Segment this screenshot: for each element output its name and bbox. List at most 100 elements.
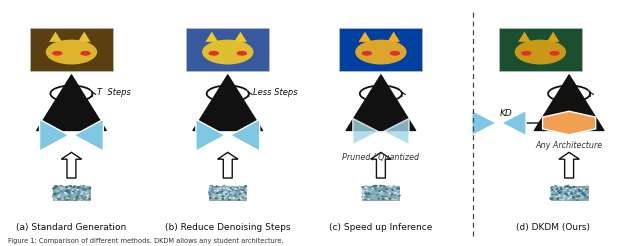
Circle shape bbox=[233, 198, 234, 199]
Circle shape bbox=[583, 190, 584, 191]
Text: Figure 1: Comparison of different methods. DKDM allows any student architecture.: Figure 1: Comparison of different method… bbox=[8, 238, 284, 244]
Circle shape bbox=[563, 188, 564, 189]
Circle shape bbox=[392, 189, 394, 190]
Circle shape bbox=[234, 189, 236, 190]
Circle shape bbox=[560, 191, 561, 192]
Circle shape bbox=[232, 189, 234, 190]
Circle shape bbox=[54, 197, 55, 198]
Circle shape bbox=[565, 188, 566, 189]
Circle shape bbox=[223, 196, 224, 197]
Circle shape bbox=[394, 193, 396, 194]
Circle shape bbox=[86, 187, 88, 188]
Circle shape bbox=[568, 198, 569, 199]
Circle shape bbox=[58, 190, 59, 191]
Circle shape bbox=[233, 192, 234, 193]
Circle shape bbox=[582, 193, 584, 194]
Circle shape bbox=[71, 191, 73, 192]
Circle shape bbox=[228, 191, 230, 192]
Circle shape bbox=[242, 192, 244, 193]
FancyBboxPatch shape bbox=[499, 28, 582, 71]
Circle shape bbox=[580, 192, 582, 193]
Circle shape bbox=[83, 189, 84, 190]
Circle shape bbox=[576, 198, 577, 199]
Circle shape bbox=[80, 199, 82, 200]
Circle shape bbox=[388, 185, 390, 186]
PathPatch shape bbox=[559, 152, 579, 178]
Circle shape bbox=[77, 187, 79, 188]
Circle shape bbox=[235, 195, 237, 196]
Circle shape bbox=[391, 187, 392, 188]
Circle shape bbox=[364, 197, 366, 198]
Circle shape bbox=[367, 196, 368, 197]
Circle shape bbox=[387, 191, 388, 192]
Circle shape bbox=[387, 194, 388, 195]
Circle shape bbox=[60, 187, 61, 188]
Circle shape bbox=[84, 189, 86, 190]
Circle shape bbox=[382, 196, 383, 197]
Circle shape bbox=[550, 196, 552, 197]
Circle shape bbox=[390, 52, 399, 55]
Circle shape bbox=[216, 198, 217, 199]
Circle shape bbox=[216, 198, 217, 199]
Circle shape bbox=[223, 185, 225, 186]
Circle shape bbox=[550, 52, 559, 55]
Circle shape bbox=[365, 191, 367, 192]
Circle shape bbox=[68, 198, 70, 199]
Circle shape bbox=[362, 190, 364, 191]
Circle shape bbox=[77, 194, 79, 195]
Circle shape bbox=[211, 187, 212, 188]
Circle shape bbox=[86, 189, 88, 190]
Circle shape bbox=[566, 188, 568, 189]
Circle shape bbox=[567, 185, 569, 186]
Circle shape bbox=[558, 191, 559, 192]
Polygon shape bbox=[543, 111, 596, 135]
FancyBboxPatch shape bbox=[339, 28, 422, 71]
Circle shape bbox=[217, 190, 219, 191]
Circle shape bbox=[227, 192, 228, 193]
Circle shape bbox=[394, 194, 396, 195]
Circle shape bbox=[392, 191, 393, 192]
Circle shape bbox=[574, 195, 575, 196]
Circle shape bbox=[235, 188, 236, 189]
Circle shape bbox=[365, 187, 367, 188]
Circle shape bbox=[367, 190, 368, 191]
Circle shape bbox=[564, 190, 566, 191]
Circle shape bbox=[56, 191, 58, 192]
Circle shape bbox=[68, 186, 70, 187]
Circle shape bbox=[53, 52, 62, 55]
Circle shape bbox=[365, 193, 366, 194]
Circle shape bbox=[555, 198, 557, 199]
Circle shape bbox=[559, 186, 561, 187]
Circle shape bbox=[72, 193, 73, 194]
Circle shape bbox=[65, 193, 66, 194]
Circle shape bbox=[54, 194, 55, 195]
Polygon shape bbox=[518, 32, 531, 42]
Circle shape bbox=[556, 187, 557, 188]
Circle shape bbox=[386, 194, 388, 195]
Circle shape bbox=[383, 186, 385, 187]
Circle shape bbox=[371, 195, 372, 196]
Circle shape bbox=[79, 197, 81, 198]
Circle shape bbox=[385, 197, 387, 198]
Polygon shape bbox=[196, 119, 225, 151]
Text: (c) Speed up Inference: (c) Speed up Inference bbox=[329, 223, 433, 232]
Circle shape bbox=[54, 187, 56, 188]
Circle shape bbox=[57, 190, 58, 191]
Circle shape bbox=[65, 197, 67, 198]
Circle shape bbox=[566, 186, 568, 187]
Circle shape bbox=[390, 196, 392, 197]
PathPatch shape bbox=[371, 152, 391, 178]
FancyBboxPatch shape bbox=[30, 28, 113, 71]
Circle shape bbox=[384, 190, 386, 191]
Circle shape bbox=[362, 52, 371, 55]
Circle shape bbox=[550, 187, 552, 188]
Circle shape bbox=[69, 190, 70, 191]
Circle shape bbox=[397, 188, 399, 189]
Circle shape bbox=[60, 187, 61, 188]
Circle shape bbox=[214, 188, 215, 189]
Circle shape bbox=[220, 194, 221, 195]
Circle shape bbox=[73, 187, 74, 188]
Circle shape bbox=[551, 198, 553, 199]
Circle shape bbox=[371, 198, 372, 199]
Polygon shape bbox=[40, 119, 69, 151]
